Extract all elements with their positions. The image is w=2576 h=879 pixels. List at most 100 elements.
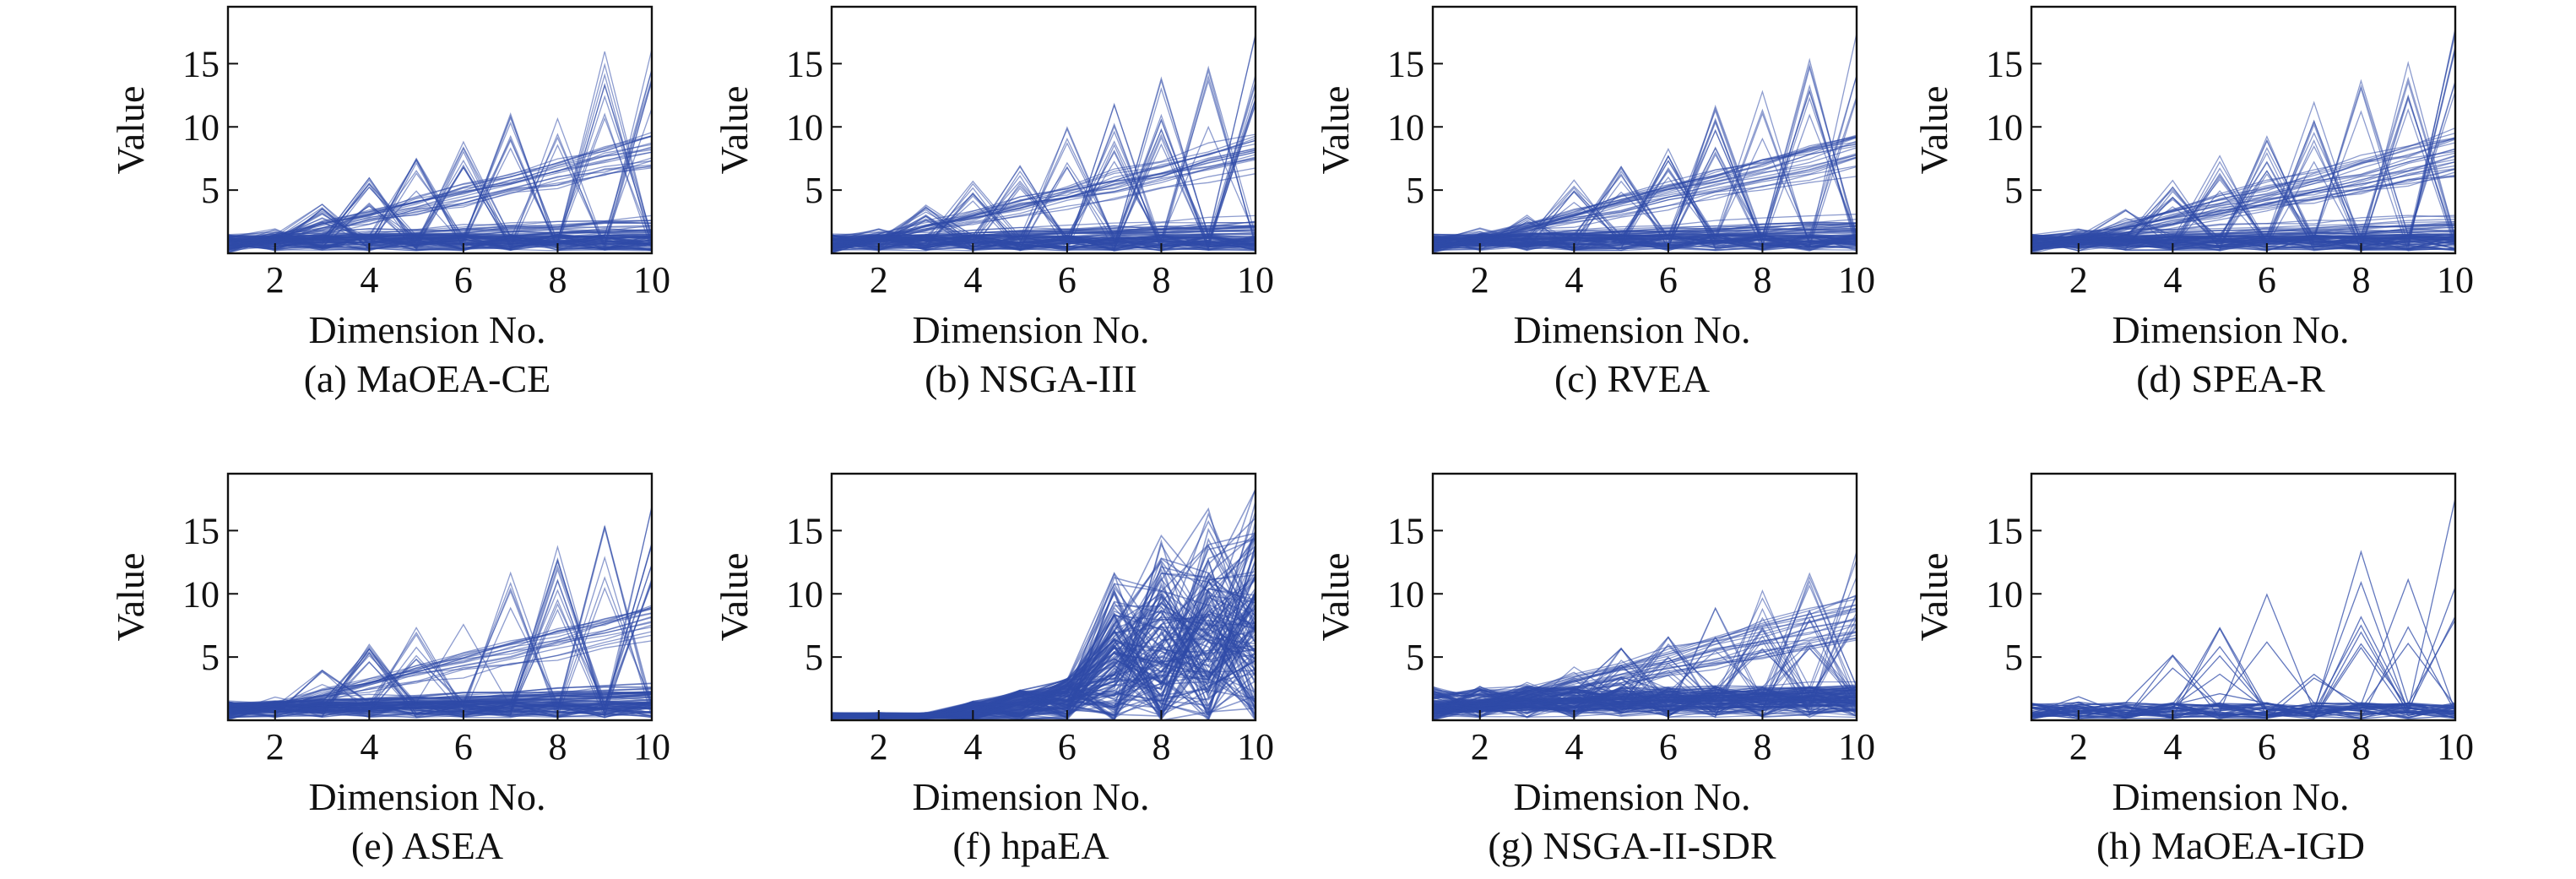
x-tick-label: 10 — [1838, 726, 1875, 768]
x-tick-label: 4 — [963, 726, 982, 768]
series-line — [228, 225, 652, 237]
y-tick-label: 5 — [1406, 637, 1424, 678]
series-line — [228, 581, 652, 717]
series-line — [2031, 209, 2455, 250]
series-line — [2031, 703, 2455, 717]
y-tick-label: 10 — [1986, 573, 2023, 615]
series-line — [2031, 80, 2455, 246]
series-line — [1433, 589, 1857, 719]
x-axis-title: Dimension No. — [1513, 775, 1750, 818]
series-line — [228, 605, 652, 714]
series-line — [228, 633, 652, 715]
series-line — [2031, 593, 2455, 717]
series-line — [228, 524, 652, 714]
x-tick-label: 4 — [360, 259, 378, 301]
x-tick-label: 8 — [548, 726, 567, 768]
series-line — [1433, 659, 1857, 719]
x-tick-label: 4 — [2163, 259, 2182, 301]
y-tick-label: 10 — [182, 573, 220, 615]
series-line — [2031, 645, 2455, 716]
series-line — [832, 233, 1255, 244]
x-axis-title: Dimension No. — [308, 775, 545, 818]
x-tick-label: 2 — [2069, 259, 2088, 301]
x-tick-label: 2 — [870, 259, 888, 301]
series-line — [1433, 639, 1857, 715]
chart-panel: 2 4 6 8 10 5 10 15 Value Dimension No. (a) MaOEA-C… — [109, 5, 670, 400]
x-tick-label: 8 — [1152, 259, 1170, 301]
y-axis-title: Value — [1912, 86, 1955, 175]
plot-frame — [2030, 472, 2457, 722]
y-tick-label: 15 — [182, 510, 220, 551]
series-line — [1433, 623, 1857, 718]
series-lines — [228, 506, 652, 720]
chart-caption: (b) NSGA-III — [925, 357, 1137, 400]
series-line — [228, 670, 652, 717]
series-line — [228, 121, 652, 251]
series-line — [1433, 62, 1857, 251]
series-line — [228, 682, 652, 706]
chart-caption: (d) SPEA-R — [2136, 357, 2325, 400]
y-axis-title: Value — [109, 553, 152, 642]
x-tick-label: 10 — [2437, 726, 2474, 768]
series-line — [832, 35, 1255, 251]
y-tick-label: 10 — [1986, 106, 2023, 148]
y-tick-label: 10 — [1387, 106, 1424, 148]
series-line — [2031, 232, 2455, 241]
x-tick-label: 4 — [963, 259, 982, 301]
series-line — [1433, 90, 1857, 250]
series-line — [2031, 138, 2455, 252]
series-line — [228, 691, 652, 708]
x-tick-label: 2 — [2069, 726, 2088, 768]
x-tick-label: 6 — [1659, 726, 1678, 768]
x-tick-label: 4 — [1565, 726, 1583, 768]
y-axis-title: Value — [109, 86, 152, 175]
x-axis-title: Dimension No. — [2112, 308, 2349, 351]
plot-frame — [830, 5, 1257, 255]
y-tick-label: 10 — [786, 106, 823, 148]
series-line — [1433, 700, 1857, 708]
x-tick-label: 8 — [2351, 726, 2370, 768]
series-line — [228, 227, 652, 242]
series-line — [832, 79, 1255, 251]
series-line — [832, 572, 1255, 719]
series-line — [832, 574, 1255, 720]
x-axis-title: Dimension No. — [2112, 775, 2349, 818]
chart-caption: (h) MaOEA-IGD — [2096, 824, 2365, 867]
chart-caption: (e) ASEA — [351, 824, 503, 867]
series-lines — [832, 34, 1255, 253]
plot-frame — [226, 472, 653, 722]
x-axis-title: Dimension No. — [912, 775, 1149, 818]
y-tick-label: 10 — [786, 573, 823, 615]
x-tick-label: 6 — [2258, 726, 2276, 768]
series-line — [832, 576, 1255, 719]
series-line — [1433, 696, 1857, 713]
x-tick-label: 6 — [1058, 726, 1076, 768]
series-line — [2031, 616, 2455, 718]
y-tick-label: 5 — [2004, 170, 2023, 211]
series-line — [228, 220, 652, 236]
chart-panel: 2 4 6 8 10 5 10 15 Value Dimension No. (f) hpaEA — [713, 472, 1274, 867]
plot-frame — [830, 472, 1257, 722]
plot-frame — [1431, 472, 1858, 722]
y-tick-label: 5 — [1406, 170, 1424, 211]
x-axis-title: Dimension No. — [912, 308, 1149, 351]
y-tick-label: 10 — [182, 106, 220, 148]
series-line — [1433, 160, 1857, 251]
series-line — [832, 226, 1255, 247]
series-lines — [2031, 497, 2455, 720]
series-line — [2031, 239, 2455, 248]
y-tick-label: 15 — [1387, 43, 1424, 84]
series-line — [2031, 133, 2455, 248]
series-line — [228, 704, 652, 710]
series-line — [832, 214, 1255, 248]
chart-panel: 2 4 6 8 10 5 10 15 Value Dimension No. (g) NSGA-II… — [1314, 472, 1875, 867]
y-tick-label: 15 — [1387, 510, 1424, 551]
x-tick-label: 6 — [454, 259, 473, 301]
series-line — [1433, 165, 1857, 252]
x-tick-label: 4 — [1565, 259, 1583, 301]
y-axis-title: Value — [713, 553, 756, 642]
plot-frame — [1431, 5, 1858, 255]
series-line — [2031, 702, 2455, 719]
x-tick-label: 10 — [1237, 726, 1274, 768]
series-line — [228, 688, 652, 707]
